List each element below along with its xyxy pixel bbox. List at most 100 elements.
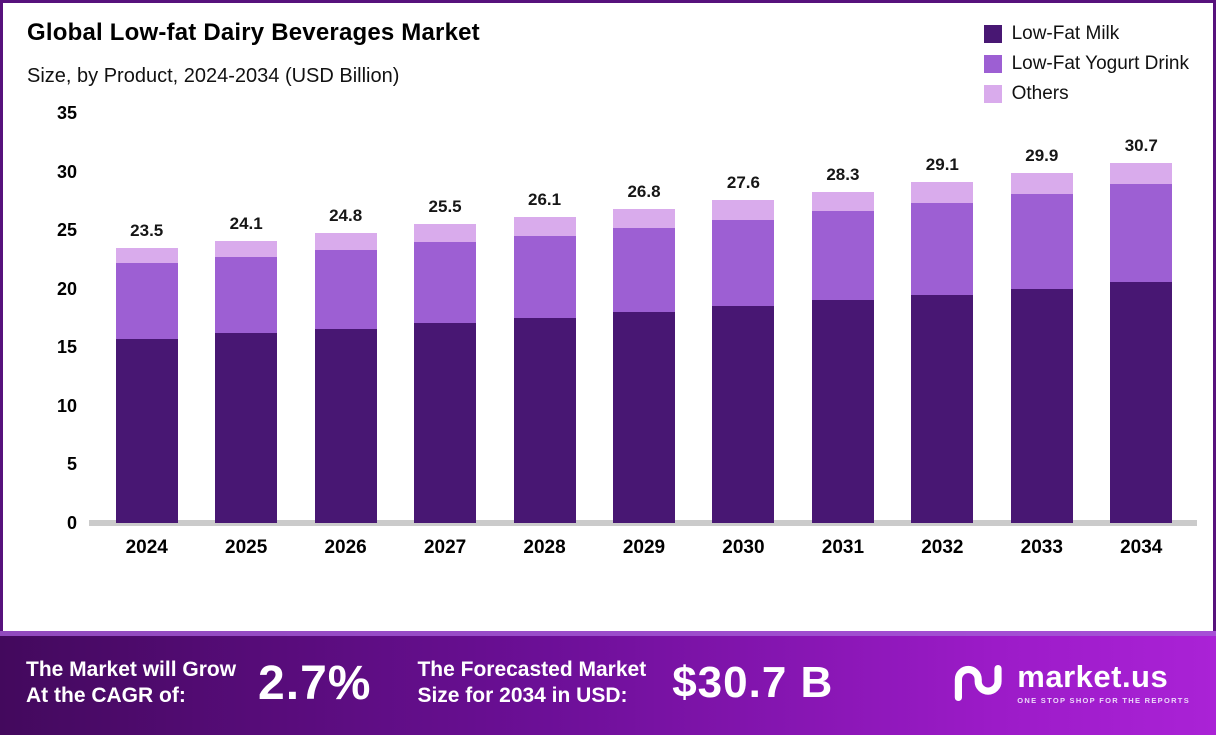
brand-name: market.us: [1017, 659, 1169, 694]
bar-segment-low-fat-yogurt-drink: [513, 236, 576, 318]
x-tick-label: 2027: [423, 537, 467, 558]
bar-segment-others: [414, 224, 477, 242]
x-tick-label: 2028: [523, 537, 566, 558]
bar-column-2031: 28.3: [793, 165, 892, 523]
chart-card: Global Low-fat Dairy Beverages Market Si…: [0, 0, 1216, 631]
bar-total-label: 24.8: [329, 205, 363, 225]
x-tick-label: 2024: [125, 537, 168, 558]
bar-column-2033: 29.9: [992, 146, 1091, 523]
bar-segment-low-fat-milk: [712, 306, 775, 523]
x-axis-labels: 2024 2025 2026 2027 2028 2029 2030 2031 2032 2033…: [93, 523, 1195, 559]
bar-total-label: 29.1: [925, 155, 959, 175]
bar-total-label: 24.1: [229, 213, 263, 233]
x-tick-label: 2031: [821, 537, 865, 558]
bar-segment-others: [115, 247, 178, 263]
bar-segment-low-fat-milk: [811, 300, 874, 523]
legend-swatch: [983, 55, 1002, 73]
marketus-logo-icon: [955, 665, 1002, 702]
y-tick-label: 10: [56, 395, 77, 416]
chart-title: Global Low-fat Dairy Beverages Market: [27, 19, 480, 46]
brand-logo: market.us ONE STOP SHOP FOR THE REPORTS: [953, 661, 1190, 705]
chart-subtitle: Size, by Product, 2024-2034 (USD Billion…: [27, 65, 400, 87]
bar-column-2032: 29.1: [893, 155, 992, 523]
bar-segment-low-fat-milk: [414, 322, 477, 523]
chart-area: 0 5 10 15 20 25 30 35 23.5 24.1 24.8 25.5 26.1 26.8 2…: [21, 103, 1197, 533]
bar-column-2024: 23.5: [97, 221, 196, 523]
bar-stack: [314, 232, 377, 523]
legend-item-low-fat-milk: Low-Fat Milk: [983, 23, 1189, 45]
brand-tagline: ONE STOP SHOP FOR THE REPORTS: [1017, 696, 1190, 705]
x-tick-label: 2030: [722, 537, 765, 558]
bar-stack: [513, 217, 576, 523]
bar-total-label: 27.6: [726, 172, 760, 192]
x-tick-label: 2029: [622, 537, 666, 558]
bar-segment-low-fat-milk: [513, 318, 576, 523]
bar-column-2030: 27.6: [694, 173, 793, 523]
bar-segment-others: [612, 209, 675, 228]
bar-column-2029: 26.8: [594, 182, 693, 523]
legend-label: Low-Fat Milk: [1011, 23, 1120, 44]
bar-segment-low-fat-milk: [115, 339, 178, 523]
bar-segment-low-fat-yogurt-drink: [1010, 193, 1073, 289]
forecast-label-line2: Size for 2034 in USD:: [417, 684, 628, 707]
bar-column-2026: 24.8: [296, 205, 395, 523]
bar-total-label: 26.1: [527, 190, 562, 210]
bar-segment-low-fat-yogurt-drink: [215, 257, 278, 334]
legend-swatch: [983, 85, 1002, 103]
bar-column-2034: 30.7: [1092, 136, 1191, 523]
plot-area: 23.5 24.1 24.8 25.5 26.1 26.8 27.6 28.3 29.1 29.9…: [89, 113, 1197, 526]
bar-total-label: 26.8: [627, 182, 661, 202]
bar-stack: [911, 182, 974, 523]
bar-segment-others: [1110, 163, 1173, 185]
forecast-label: The Forecasted Market Size for 2034 in U…: [417, 657, 646, 710]
legend-label: Others: [1011, 83, 1069, 104]
bar-segment-low-fat-yogurt-drink: [712, 219, 775, 307]
bar-total-label: 23.5: [130, 220, 164, 240]
bar-stack: [414, 224, 477, 523]
x-tick-label: 2032: [921, 537, 964, 558]
y-tick-label: 25: [56, 220, 77, 241]
bar-segment-low-fat-yogurt-drink: [414, 241, 477, 323]
y-tick-label: 0: [66, 513, 77, 533]
cagr-label-line2: At the CAGR of:: [26, 684, 186, 707]
y-tick-label: 5: [66, 454, 77, 475]
bar-segment-others: [314, 232, 377, 251]
y-axis: 0 5 10 15 20 25 30 35: [21, 103, 93, 533]
bar-segment-low-fat-milk: [1110, 281, 1173, 523]
chart-header: Global Low-fat Dairy Beverages Market Si…: [21, 19, 1195, 105]
x-tick-label: 2033: [1020, 537, 1063, 558]
bar-total-label: 29.9: [1025, 145, 1059, 165]
bar-segment-low-fat-milk: [612, 312, 675, 523]
title-block: Global Low-fat Dairy Beverages Market Si…: [21, 19, 480, 88]
cagr-value: 2.7%: [258, 656, 372, 710]
bar-segment-others: [712, 199, 775, 220]
bar-stack: [612, 209, 675, 523]
x-tick-label: 2026: [324, 537, 367, 558]
bar-segment-others: [215, 240, 278, 258]
bar-total-label: 28.3: [826, 164, 860, 184]
bar-segment-low-fat-yogurt-drink: [1110, 184, 1173, 282]
bar-total-label: 25.5: [428, 197, 462, 217]
bar-stack: [115, 247, 178, 523]
x-tick-label: 2025: [225, 537, 268, 558]
legend-item-low-fat-yogurt-drink: Low-Fat Yogurt Drink: [983, 53, 1189, 75]
bar-segment-low-fat-yogurt-drink: [612, 227, 675, 313]
cagr-label-line1: The Market will Grow: [26, 657, 237, 681]
bar-segment-low-fat-yogurt-drink: [811, 211, 874, 301]
bar-segment-low-fat-yogurt-drink: [314, 250, 377, 329]
bar-column-2025: 24.1: [196, 214, 295, 523]
bar-segment-others: [811, 191, 874, 212]
x-axis-baseline: [89, 520, 1197, 526]
bar-segment-others: [513, 217, 576, 236]
bar-stack: [215, 240, 278, 523]
y-tick-label: 15: [56, 337, 77, 358]
bar-stack: [1110, 163, 1173, 523]
legend-label: Low-Fat Yogurt Drink: [1011, 53, 1189, 74]
legend-swatch: [983, 25, 1002, 43]
forecast-label-line1: The Forecasted Market: [417, 657, 647, 681]
bar-segment-low-fat-milk: [215, 333, 278, 523]
bar-stack: [811, 191, 874, 523]
brand-text-block: market.us ONE STOP SHOP FOR THE REPORTS: [1017, 661, 1190, 705]
bar-segment-others: [1010, 172, 1073, 194]
